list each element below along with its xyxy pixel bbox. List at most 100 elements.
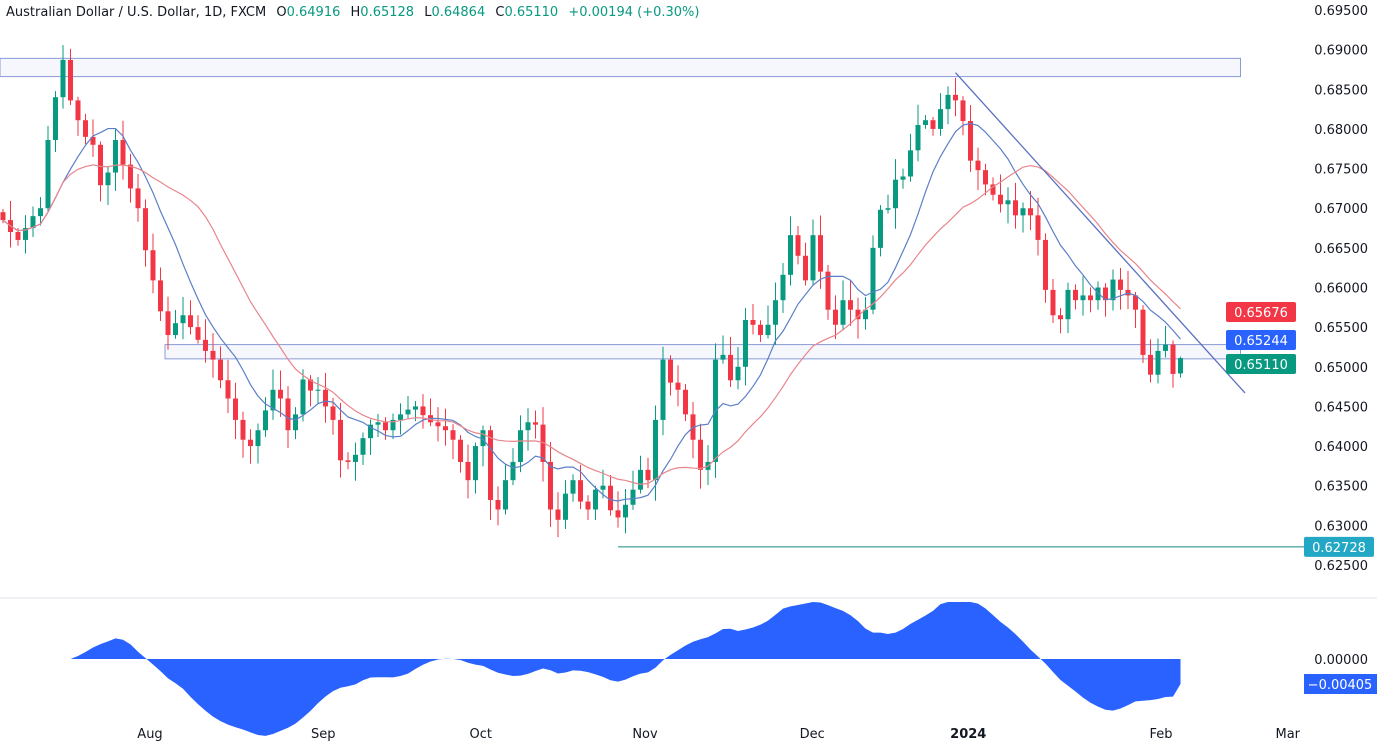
candle-bearish — [698, 439, 703, 470]
candle-bearish — [983, 170, 988, 185]
open-label: O — [276, 5, 287, 20]
candle-bearish — [203, 339, 208, 351]
candle-bullish — [473, 446, 478, 481]
candle-bullish — [263, 410, 268, 431]
candle-bearish — [968, 121, 973, 161]
candle-bearish — [1118, 279, 1123, 290]
candle-bullish — [368, 424, 373, 439]
candle-bearish — [818, 235, 823, 272]
candle-bearish — [533, 422, 538, 425]
candle-bullish — [810, 235, 816, 281]
y-tick-label: 0.66500 — [1314, 242, 1368, 257]
candle-bearish — [330, 406, 336, 420]
candle-bearish — [1058, 315, 1063, 320]
candle-bullish — [1020, 208, 1026, 216]
candle-bullish — [503, 480, 508, 510]
oscillator-zero-label: 0.00000 — [1314, 653, 1368, 668]
candle-bearish — [1050, 289, 1056, 316]
candle-bullish — [255, 430, 261, 447]
candle-bullish — [270, 389, 276, 411]
candle-bearish — [195, 327, 201, 340]
price-label-background — [1226, 330, 1296, 350]
candle-bearish — [383, 422, 388, 431]
candle-bullish — [23, 228, 28, 240]
candle-bearish — [225, 380, 231, 399]
candle-bearish — [758, 324, 763, 336]
close-label: C — [495, 5, 505, 20]
last-price-label: 0.65110 — [1226, 354, 1296, 374]
price-label-text: 0.62728 — [1312, 541, 1366, 556]
candle-bearish — [1133, 295, 1138, 310]
candle-bearish — [75, 100, 81, 121]
candle-bearish — [998, 194, 1003, 205]
candle-bullish — [570, 480, 576, 494]
y-tick-label: 0.67500 — [1314, 163, 1368, 178]
candle-bullish — [915, 124, 921, 151]
candle-bearish — [833, 309, 838, 325]
y-tick-label: 0.68500 — [1314, 83, 1368, 98]
candle-bearish — [960, 100, 966, 121]
candle-bearish — [750, 320, 756, 325]
candle-bearish — [165, 311, 171, 336]
candle-bearish — [548, 461, 553, 510]
candle-bearish — [240, 419, 246, 440]
low-label: L — [424, 5, 432, 20]
candle-bullish — [405, 409, 411, 415]
candle-bearish — [188, 315, 193, 328]
x-tick-label: Mar — [1275, 727, 1300, 742]
y-tick-label: 0.63000 — [1314, 519, 1368, 534]
y-tick-label: 0.62500 — [1314, 559, 1368, 574]
candle-bullish — [53, 97, 58, 141]
candle-bullish — [900, 176, 906, 180]
candle-bullish — [660, 359, 666, 420]
candle-bearish — [285, 398, 291, 431]
candle-bearish — [323, 389, 328, 407]
candle-bullish — [563, 493, 568, 520]
high-value: 0.65128 — [360, 5, 415, 20]
low-value: 0.64864 — [431, 5, 486, 20]
zone-rectangle — [0, 57, 1241, 78]
candle-bullish — [743, 320, 748, 367]
candle-bearish — [435, 422, 441, 427]
y-tick-label: 0.64000 — [1314, 440, 1368, 455]
candle-bearish — [615, 510, 621, 518]
candle-bearish — [578, 480, 583, 502]
candle-bearish — [68, 59, 73, 101]
candle-bearish — [443, 426, 448, 431]
y-tick-label: 0.65500 — [1314, 321, 1368, 336]
candle-bullish — [938, 109, 943, 129]
candle-bearish — [248, 439, 253, 447]
candle-bullish — [113, 140, 118, 173]
candle-bullish — [788, 235, 793, 275]
trendline — [955, 72, 1246, 394]
x-tick-label: Sep — [311, 727, 336, 742]
y-tick-label: 0.65000 — [1314, 361, 1368, 376]
candle-bearish — [1140, 309, 1146, 355]
candle-bearish — [645, 469, 651, 481]
y-tick-label: 0.69500 — [1314, 4, 1368, 19]
candle-bullish — [180, 315, 186, 324]
candle-bearish — [930, 120, 936, 129]
candle-bearish — [1073, 289, 1078, 301]
candle-bullish — [638, 469, 643, 490]
candle-bearish — [683, 389, 688, 415]
candle-bearish — [135, 188, 141, 209]
y-tick-label: 0.66000 — [1314, 282, 1368, 297]
candle-bullish — [518, 430, 523, 462]
candle-bullish — [1178, 358, 1183, 374]
candle-bearish — [420, 406, 426, 416]
candle-bearish — [465, 461, 471, 481]
candle-bearish — [728, 354, 733, 381]
candle-bearish — [338, 419, 343, 461]
price-label-text: 0.65244 — [1234, 334, 1288, 349]
support-price-label: 0.62728 — [1304, 536, 1374, 557]
candle-bearish — [848, 300, 853, 310]
candle-bullish — [315, 389, 321, 391]
y-tick-label: 0.63500 — [1314, 480, 1368, 495]
candle-bullish — [773, 300, 778, 325]
candle-bearish — [1013, 200, 1018, 216]
candle-bullish — [885, 208, 891, 210]
candle-bearish — [675, 382, 681, 390]
candle-bearish — [488, 430, 493, 500]
